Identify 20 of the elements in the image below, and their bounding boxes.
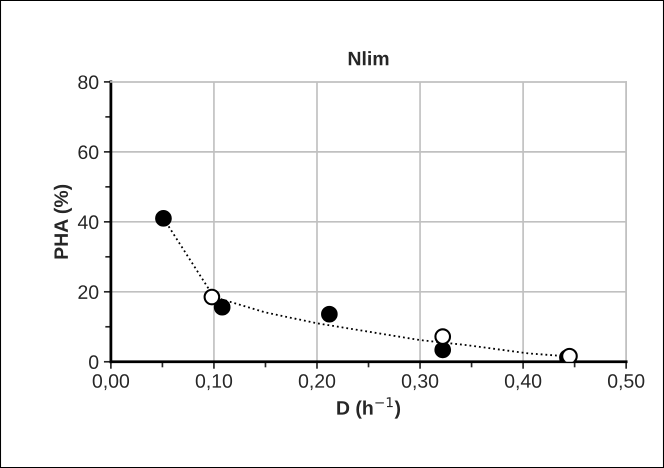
- x-tick-label: 0,20: [298, 374, 336, 390]
- x-tick-label: 0,50: [608, 374, 644, 390]
- x-tick-label: 0,30: [402, 374, 438, 390]
- point: [214, 298, 231, 316]
- y-tick-label: 40: [78, 215, 98, 230]
- y-tick-label: 20: [78, 285, 98, 300]
- y-tick-label: 80: [78, 75, 98, 90]
- x-tick-label: 0,40: [504, 374, 542, 390]
- y-tick-label: 60: [78, 145, 98, 160]
- x-tick-label: 0,00: [92, 374, 130, 390]
- x-axis-title: D (h$^{−1}$): [337, 397, 400, 419]
- chart-title: Nlim: [348, 51, 388, 66]
- point: [434, 328, 452, 345]
- point: [155, 210, 172, 227]
- x-tick-label: 0,10: [196, 374, 232, 390]
- point: [204, 288, 220, 306]
- point: [434, 342, 452, 358]
- y-tick-label: 0: [89, 355, 98, 369]
- point: [321, 306, 338, 323]
- y-axis-title: PHA (%): [54, 184, 72, 259]
